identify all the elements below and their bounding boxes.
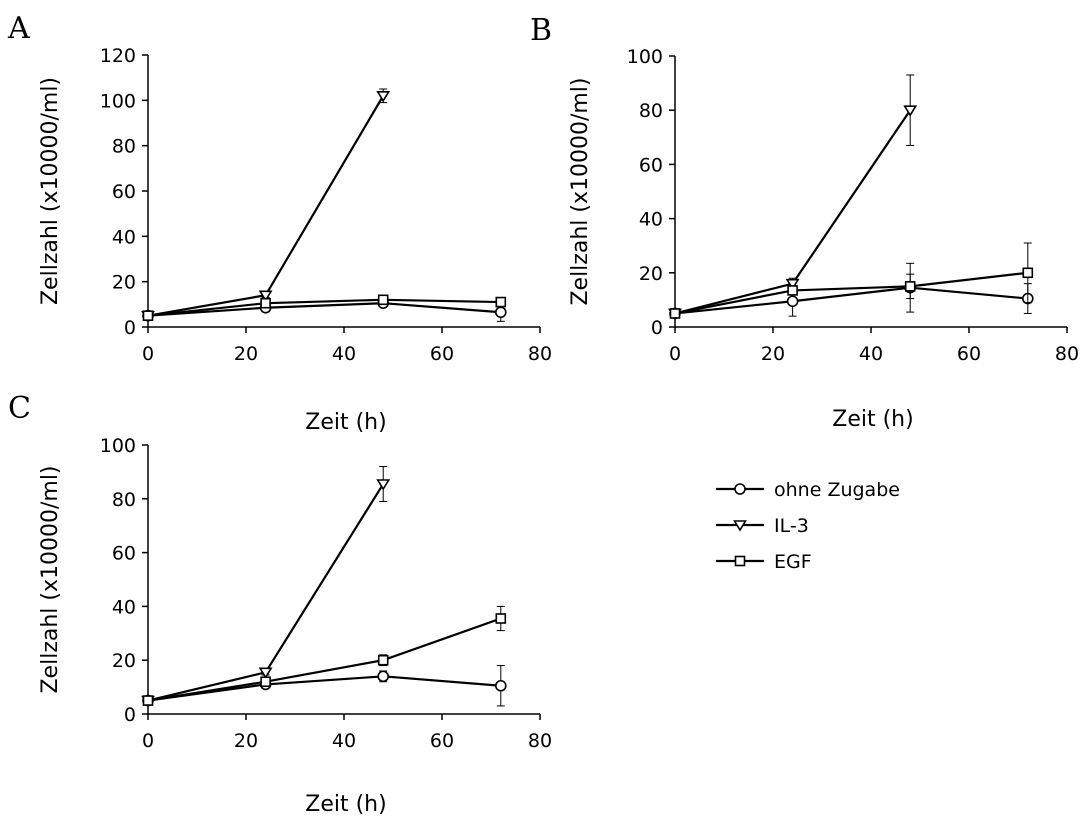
chart-panel-a: A 0 20 40 60 80 100 120 0 20 40 60 80 Zeit (h) Zellzah… <box>7 11 552 435</box>
y-tick-label: 60 <box>112 543 136 565</box>
x-tick-label: 60 <box>957 343 981 365</box>
series-il-3 <box>141 466 391 708</box>
series-line <box>147 95 385 317</box>
y-tick-label: 80 <box>112 489 136 511</box>
legend-marker <box>734 483 746 495</box>
y-tick-label: 40 <box>112 596 136 618</box>
legend-entry: ohne Zugabe <box>716 479 900 501</box>
data-point <box>258 667 273 679</box>
x-tick-label: 40 <box>332 343 356 365</box>
y-tick-label: 100 <box>100 435 136 457</box>
x-tick-label: 0 <box>669 343 681 365</box>
y-tick-label: 0 <box>651 317 663 339</box>
x-tick-label: 20 <box>234 343 258 365</box>
x-tick-label: 0 <box>142 343 154 365</box>
y-tick-label: 0 <box>124 704 136 726</box>
series-line <box>147 617 502 702</box>
data-point <box>903 105 918 117</box>
legend-entry: IL-3 <box>716 515 809 537</box>
x-tick-label: 20 <box>761 343 785 365</box>
legend-label: ohne Zugabe <box>774 479 900 501</box>
legend-marker <box>733 520 747 532</box>
x-tick-label: 40 <box>859 343 883 365</box>
data-point <box>786 295 799 308</box>
x-axis-label: Zeit (h) <box>305 792 386 817</box>
y-tick-label: 40 <box>639 209 663 231</box>
panel-label: A <box>7 11 30 46</box>
series-ohne-zugabe <box>669 262 1034 320</box>
series-egf <box>669 242 1034 319</box>
data-point <box>494 306 507 319</box>
series-egf <box>142 294 507 321</box>
series-line <box>147 302 501 317</box>
x-tick-label: 0 <box>142 730 154 752</box>
data-point <box>377 294 389 306</box>
y-tick-label: 20 <box>112 650 136 672</box>
y-tick-label: 80 <box>112 136 136 158</box>
data-point <box>495 613 507 624</box>
series-line <box>147 675 501 702</box>
data-point <box>495 296 507 308</box>
x-tick-label: 20 <box>234 730 258 752</box>
series-line <box>147 298 501 317</box>
legend: ohne Zugabe IL-3 EGF <box>716 479 900 573</box>
x-axis-label: Zeit (h) <box>832 407 913 432</box>
data-point <box>260 297 271 309</box>
y-axis-label: Zellzahl (x10000/ml) <box>38 465 63 693</box>
data-point <box>142 310 154 321</box>
data-point <box>377 670 390 683</box>
legend-label: IL-3 <box>774 515 809 537</box>
panel-label: B <box>530 13 552 48</box>
y-tick-label: 0 <box>124 317 136 339</box>
series-line <box>674 271 1028 315</box>
y-tick-label: 60 <box>639 154 663 176</box>
series-egf <box>142 605 507 706</box>
x-tick-label: 60 <box>430 343 454 365</box>
data-point <box>142 695 154 706</box>
x-tick-label: 80 <box>528 343 552 365</box>
data-point <box>258 290 273 302</box>
series-il-3 <box>141 88 391 323</box>
data-point <box>904 281 916 292</box>
y-axis-label: Zellzahl (x10000/ml) <box>38 77 63 305</box>
data-point <box>669 308 681 319</box>
chart-panel-c: C 0 20 40 60 80 100 0 20 40 60 80 Zeit (h) Zellzahl (… <box>8 391 552 817</box>
chart-panel-b: B 0 20 40 60 80 100 0 20 40 60 80 Zeit (h) Zellzahl (… <box>530 13 1079 432</box>
y-tick-label: 20 <box>112 272 136 294</box>
legend-label: EGF <box>774 551 812 573</box>
x-tick-label: 80 <box>1055 343 1079 365</box>
y-tick-label: 80 <box>639 100 663 122</box>
data-point <box>377 654 389 666</box>
data-point <box>787 285 798 296</box>
y-tick-label: 60 <box>112 181 136 203</box>
x-tick-label: 60 <box>430 730 454 752</box>
data-point <box>376 91 391 103</box>
y-tick-label: 100 <box>100 90 136 112</box>
legend-entry: EGF <box>716 551 812 573</box>
y-tick-label: 120 <box>100 45 136 67</box>
data-point <box>376 479 391 491</box>
x-axis-label: Zeit (h) <box>305 410 386 435</box>
legend-marker <box>734 555 746 567</box>
data-point <box>785 278 800 291</box>
data-point <box>1022 267 1034 279</box>
panel-label: C <box>8 391 31 426</box>
y-axis-label: Zellzahl (x10000/ml) <box>568 77 593 305</box>
y-tick-label: 100 <box>627 46 663 68</box>
series-line <box>674 286 1028 315</box>
x-tick-label: 80 <box>528 730 552 752</box>
data-point <box>494 679 507 692</box>
y-tick-label: 20 <box>639 263 663 285</box>
series-il-3 <box>668 74 918 320</box>
y-tick-label: 40 <box>112 226 136 248</box>
x-tick-label: 40 <box>332 730 356 752</box>
data-point <box>260 676 271 688</box>
